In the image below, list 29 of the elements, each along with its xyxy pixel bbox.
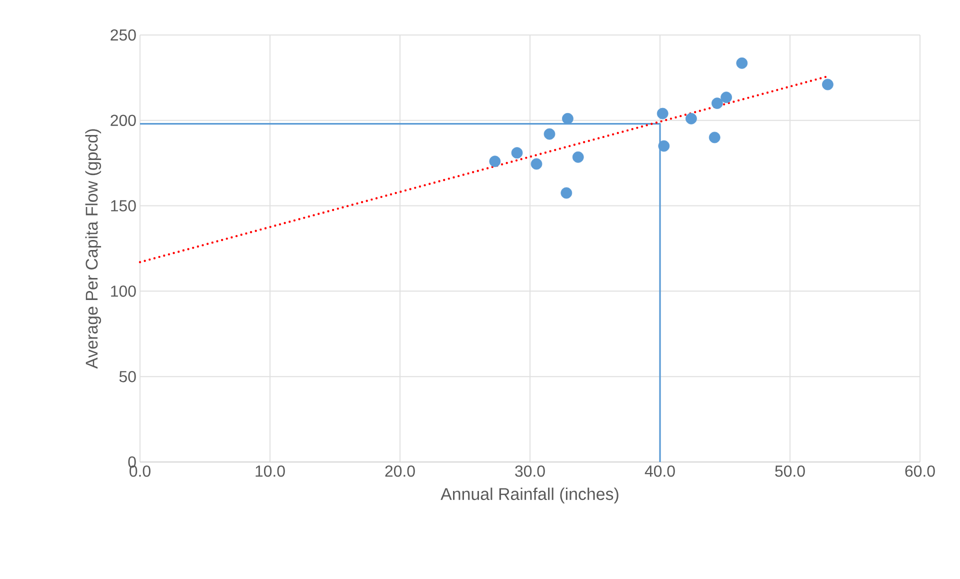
y-tick-label: 200: [110, 114, 136, 126]
point: [708, 132, 720, 144]
x-tick-label: 50.0: [775, 466, 805, 477]
y-tick-label: 100: [111, 286, 136, 297]
point: [511, 147, 523, 159]
point: [656, 108, 668, 120]
y-tick-label: 150: [111, 200, 136, 212]
x-tick-label: 0.0: [130, 466, 150, 477]
y-tick-label: 50: [119, 370, 136, 382]
x-tick-label: 10.0: [256, 466, 285, 477]
point: [489, 156, 501, 168]
x-tick-label: 30.0: [515, 466, 545, 477]
x-tick-label: 20.0: [385, 466, 415, 477]
x-axis-title: Annual Rainfall (inches): [440, 488, 618, 504]
y-tick-label: 250: [110, 29, 136, 41]
point: [686, 112, 697, 124]
x-tick-label: 40.0: [644, 466, 675, 477]
point: [736, 57, 748, 69]
point: [560, 187, 572, 199]
point: [658, 140, 670, 152]
point: [544, 128, 556, 140]
point: [712, 98, 723, 110]
y-axis-title: Average Per Capita Flow (gpcd): [85, 129, 102, 369]
point: [530, 158, 542, 170]
point: [572, 151, 584, 163]
point: [822, 78, 834, 90]
point: [720, 92, 732, 104]
point: [562, 112, 574, 124]
x-tick-label: 60.0: [905, 466, 935, 477]
